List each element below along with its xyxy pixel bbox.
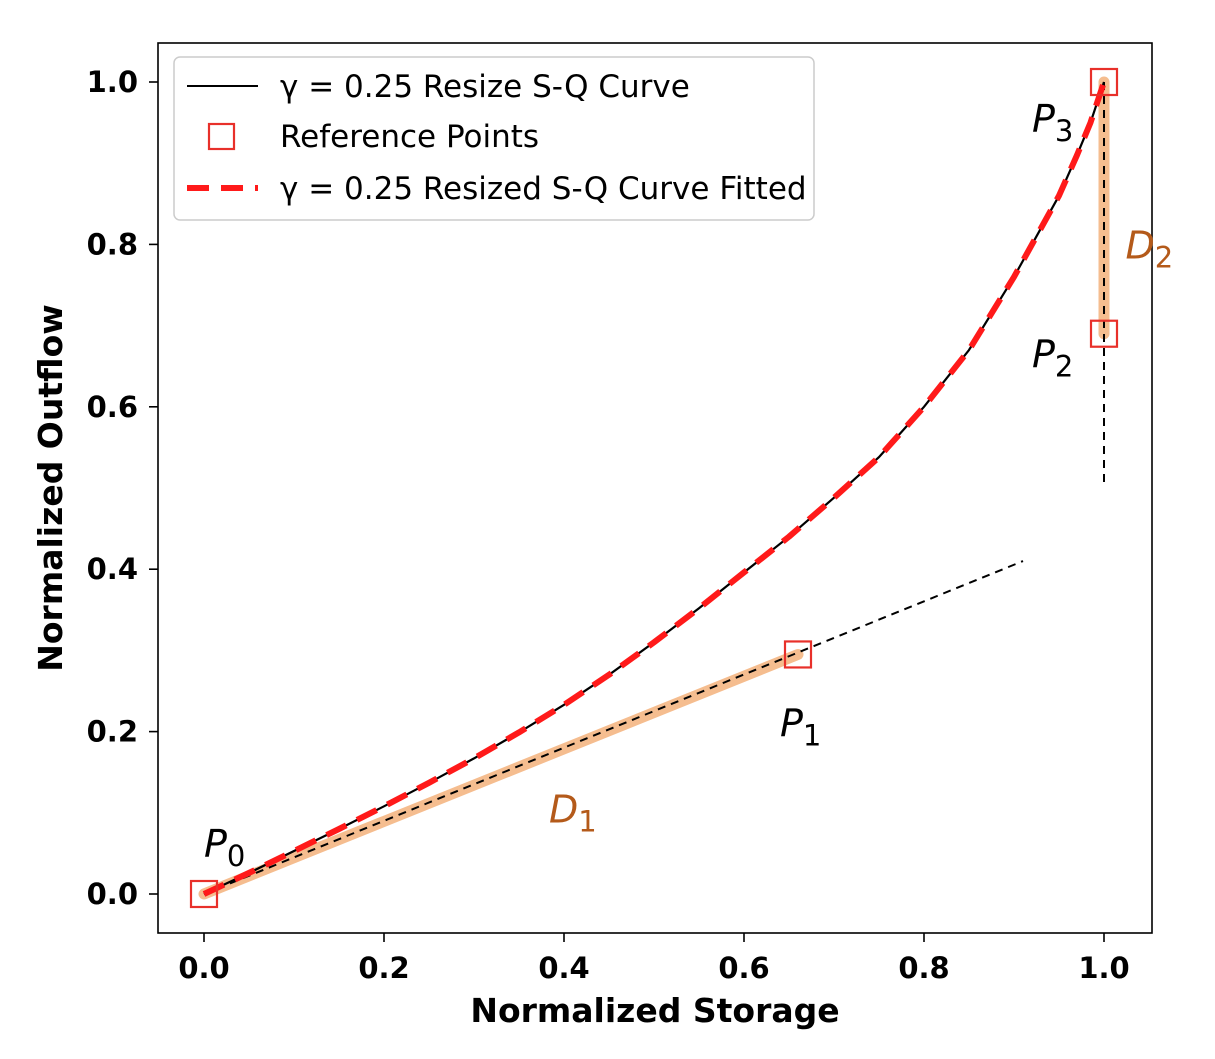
reference-point-marker-p3 <box>1089 67 1119 97</box>
y-axis-ticks: 0.0 0.2 0.4 0.6 0.8 1.0 <box>87 65 158 911</box>
reference-point-marker-p1 <box>783 640 813 669</box>
reference-point-marker-p0 <box>189 879 219 909</box>
tangent-lines <box>203 82 1105 895</box>
reference-point-label-p1: P1 <box>780 701 821 752</box>
plot-area-frame <box>157 42 1153 934</box>
x-tick-label: 0.2 <box>358 951 409 985</box>
x-tick-label: 1.0 <box>1078 951 1129 985</box>
legend-swatch-reference-points <box>207 122 236 151</box>
distance-segment-d1 <box>198 648 804 900</box>
reference-point-label-p2: P2 <box>1032 333 1073 384</box>
series-lines <box>202 81 1107 897</box>
reference-point-label-p0: P0 <box>204 822 245 873</box>
legend-label-fitted: γ = 0.25 Resized S-Q Curve Fitted <box>280 171 807 207</box>
x-axis-ticks: 0.0 0.2 0.4 0.6 0.8 1.0 <box>178 933 1130 985</box>
x-tick-label: 0.8 <box>898 951 949 985</box>
legend: γ = 0.25 Resize S-Q Curve Reference Poin… <box>173 56 815 221</box>
y-tick-label: 0.4 <box>87 552 138 586</box>
reference-point-markers <box>189 67 1119 909</box>
tangent-line-0 <box>203 560 1024 895</box>
y-axis-title: Normalized Outflow <box>31 304 70 671</box>
distance-segments <box>198 76 1110 900</box>
series-line-resized-sq-curve-fitted <box>202 81 1107 897</box>
y-tick-label: 0.8 <box>87 227 138 261</box>
reference-point-labels: P0 P1 P2 P3 <box>204 97 1073 873</box>
reference-point-marker-p2 <box>1089 319 1119 348</box>
legend-label-curve: γ = 0.25 Resize S-Q Curve <box>280 69 690 105</box>
y-tick-label: 0.2 <box>87 715 138 749</box>
distance-labels: D1 D2 <box>549 223 1173 838</box>
y-tick-label: 0.0 <box>87 877 138 911</box>
x-axis-title: Normalized Storage <box>470 991 839 1030</box>
x-tick-label: 0.4 <box>538 951 589 985</box>
y-tick-label: 0.6 <box>87 390 138 424</box>
x-tick-label: 0.0 <box>178 951 229 985</box>
legend-box <box>173 56 815 221</box>
reference-point-label-p3: P3 <box>1032 97 1073 148</box>
distance-label-d1: D1 <box>549 788 597 839</box>
legend-label-reference-points: Reference Points <box>280 119 539 155</box>
y-tick-label: 1.0 <box>87 65 138 99</box>
x-tick-label: 0.6 <box>718 951 769 985</box>
distance-label-d2: D2 <box>1126 223 1174 274</box>
